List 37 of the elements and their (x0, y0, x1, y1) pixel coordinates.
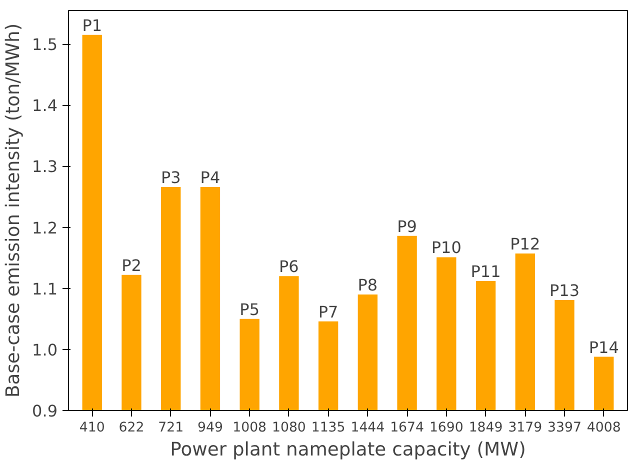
y-tick-label: 1.1 (32, 279, 58, 298)
annotation: P4 (200, 168, 220, 187)
annotation: P1 (82, 16, 102, 35)
y-tick-label: 1.3 (32, 157, 58, 176)
annotation: P5 (240, 300, 260, 319)
annotation: P13 (550, 280, 580, 300)
annotation: P14 (588, 338, 619, 357)
annotation: P11 (470, 262, 501, 282)
y-tick-label: 1.4 (32, 96, 58, 116)
x-tick-label: 1008 (232, 420, 267, 436)
x-tick-label: 1444 (350, 420, 385, 436)
x-tick-label: 1849 (468, 420, 503, 436)
x-tick-label: 1135 (311, 420, 346, 436)
annotation: P7 (318, 302, 338, 322)
x-tick-label: 721 (158, 420, 184, 436)
x-tick-label: 3179 (508, 420, 542, 436)
y-tick-label: 1.2 (32, 218, 58, 238)
annotation: P10 (431, 238, 462, 258)
x-tick-label: 410 (79, 420, 105, 436)
x-tick-label: 1674 (390, 420, 424, 436)
annotation: P3 (160, 168, 181, 187)
annotation: P9 (397, 216, 417, 236)
x-tick-label: 4008 (586, 420, 621, 436)
x-tick-label: 622 (118, 420, 144, 436)
x-axis-title: Power plant nameplate capacity (MW) (170, 440, 526, 460)
annotation: P2 (122, 256, 142, 275)
y-tick-label: 1.0 (32, 340, 58, 360)
y-tick-label: 0.9 (32, 402, 58, 420)
x-tick-label: 1080 (272, 420, 306, 436)
x-tick-label: 3397 (548, 420, 582, 436)
x-tick-label: 949 (198, 420, 223, 436)
y-axis-title: Base-case emission intensity (ton/MWh) (3, 23, 24, 398)
y-tick-label: 1.5 (32, 35, 58, 54)
annotation: P8 (358, 275, 378, 294)
annotation: P6 (279, 257, 299, 276)
annotation: P12 (510, 234, 540, 254)
x-tick-label: 1690 (429, 420, 464, 436)
